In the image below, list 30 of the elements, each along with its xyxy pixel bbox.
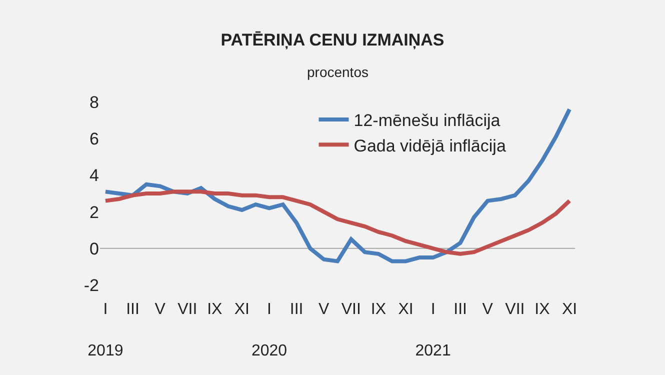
x-tick-label: IX [370,301,386,318]
line-series [103,107,572,264]
y-tick-label: 0 [90,239,99,258]
y-tick-label: -2 [84,276,99,295]
x-tick-label: VII [505,301,525,318]
line-series [103,190,572,256]
x-tick-label: VII [178,301,198,318]
category-label: I 2019 [88,301,124,360]
x-tick-label: III [290,301,304,318]
x-tick-label: XI [398,301,414,318]
x-tick-label: IX [534,301,550,318]
y-tick-label: 6 [90,130,99,149]
y-tick-label: 4 [90,166,99,186]
x-tick-label: V [482,301,494,318]
chart-title: PATĒRIŅA CENU IZMAIŅAS [220,30,444,50]
x-tick-label: VII [341,301,361,318]
x-tick-label: XI [234,301,250,318]
x-tick-label: III [126,301,140,318]
x-tick-label: V [154,301,166,318]
category-label: I 2020 [251,301,288,360]
y-tick-label: 2 [90,202,99,222]
legend-label: Gada vidējā inflācija [354,136,506,156]
category-label: I 2021 [415,301,451,360]
x-tick-label: III [454,301,468,318]
x-tick-label: IX [207,301,223,318]
x-tick-label: XI [562,301,578,318]
y-tick-label: 8 [90,92,99,112]
chart-subtitle: procentos [307,64,368,80]
x-tick-label: V [318,301,330,318]
legend-label: 12-mēnešu inflācija [354,111,501,130]
